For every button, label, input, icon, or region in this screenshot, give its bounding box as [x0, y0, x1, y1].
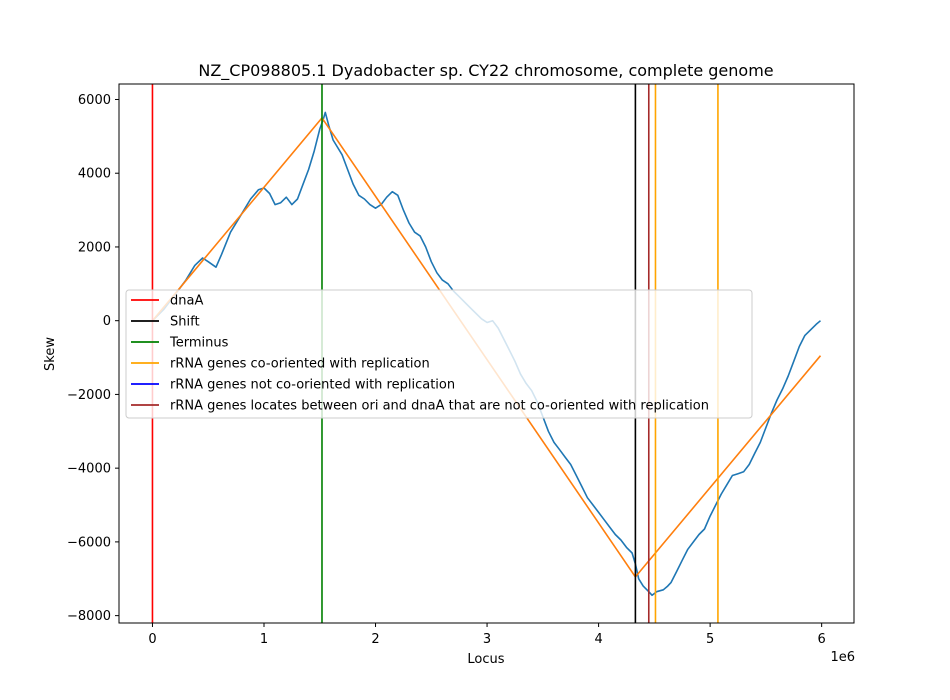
x-tick-label: 5 [706, 632, 714, 647]
y-axis: −8000 −6000 −4000 −2000 0 2000 4000 6000 [67, 93, 119, 624]
legend-label: rRNA genes not co-oriented with replicat… [170, 378, 455, 393]
x-tick-label: 1 [260, 632, 268, 647]
x-tick-label: 2 [371, 632, 379, 647]
y-tick-label: 6000 [78, 93, 111, 108]
x-tick-label: 0 [148, 632, 156, 647]
legend-label: rRNA genes locates between ori and dnaA … [170, 399, 709, 414]
legend-label: rRNA genes co-oriented with replication [170, 357, 430, 372]
x-axis: 0 1 2 3 4 5 6 [148, 623, 826, 647]
legend-label: Shift [170, 315, 200, 330]
x-offset-label: 1e6 [830, 650, 855, 665]
chart-title: NZ_CP098805.1 Dyadobacter sp. CY22 chrom… [198, 61, 773, 81]
y-tick-label: −4000 [67, 462, 111, 477]
y-axis-label: Skew [43, 337, 58, 371]
x-tick-label: 4 [594, 632, 602, 647]
y-tick-label: −6000 [67, 535, 111, 550]
x-tick-label: 3 [483, 632, 491, 647]
x-axis-label: Locus [467, 652, 504, 667]
legend: dnaA Shift Terminus rRNA genes co-oriented … [125, 289, 753, 419]
legend-label: Terminus [169, 336, 229, 351]
y-tick-label: −8000 [67, 609, 111, 624]
y-tick-label: 0 [103, 314, 111, 329]
y-tick-label: 2000 [78, 240, 111, 255]
legend-box [125, 289, 753, 419]
y-tick-label: −2000 [67, 388, 111, 403]
y-tick-label: 4000 [78, 167, 111, 182]
legend-label: dnaA [170, 294, 203, 309]
plot-frame [118, 83, 855, 624]
x-tick-label: 6 [818, 632, 826, 647]
